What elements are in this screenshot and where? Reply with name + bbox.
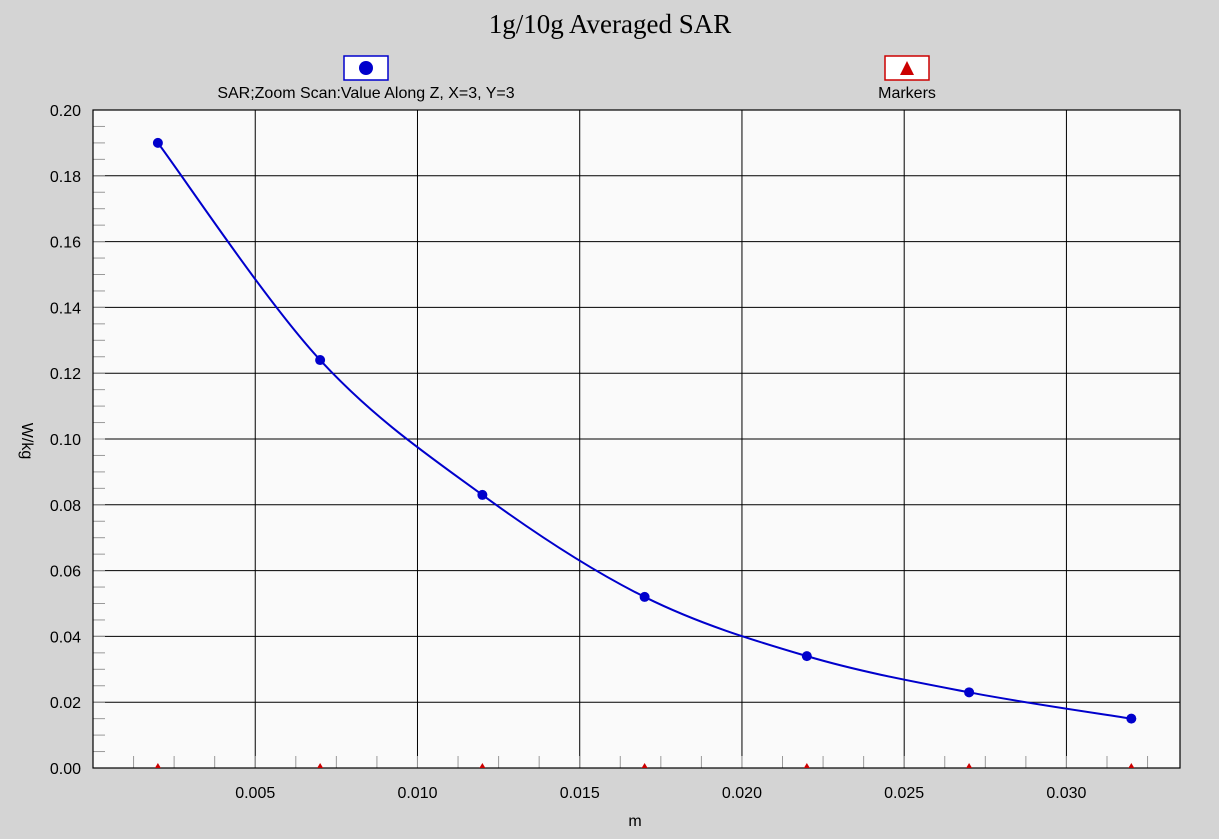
plot-area: 0.005 0.010 0.015 0.020 0.025 0.030 0.00 0.02 0.…	[50, 103, 1181, 802]
data-point-sar	[964, 687, 975, 698]
y-tick-label: 0.12	[50, 366, 81, 383]
legend-series-label: SAR;Zoom Scan:Value Along Z, X=3, Y=3	[217, 85, 514, 102]
marker-triangle	[966, 763, 973, 768]
x-tick-label: 0.005	[235, 785, 275, 802]
x-tick-label: 0.025	[884, 785, 924, 802]
y-tick-label: 0.14	[50, 300, 81, 317]
x-axis-label: m	[628, 813, 641, 830]
y-tick-label: 0.18	[50, 169, 81, 186]
x-tick-label: 0.010	[397, 785, 437, 802]
y-tick-label: 0.04	[50, 629, 81, 646]
data-point-sar	[639, 591, 650, 602]
legend-circle-icon	[359, 61, 373, 75]
legend-triangle-icon	[900, 61, 914, 75]
y-tick-label: 0.08	[50, 498, 81, 515]
marker-triangle	[154, 763, 161, 768]
data-point-sar	[152, 137, 163, 148]
x-tick-label: 0.030	[1046, 785, 1086, 802]
data-point-sar	[801, 651, 812, 662]
marker-triangle	[803, 763, 810, 768]
x-tick-label: 0.015	[560, 785, 600, 802]
y-tick-label: 0.06	[50, 564, 81, 581]
x-tick-label: 0.020	[722, 785, 762, 802]
plot-frame	[92, 109, 1181, 769]
y-tick-label: 0.10	[50, 432, 81, 449]
marker-triangle	[317, 763, 324, 768]
marker-triangle	[1128, 763, 1135, 768]
data-point-sar	[315, 355, 326, 366]
chart-title: 1g/10g Averaged SAR	[489, 9, 731, 39]
data-point-sar	[1126, 713, 1137, 724]
y-tick-label: 0.20	[50, 103, 81, 120]
marker-triangle	[479, 763, 486, 768]
marker-triangle	[641, 763, 648, 768]
y-axis-label: W/kg	[18, 423, 35, 459]
y-tick-label: 0.16	[50, 235, 81, 252]
legend-markers-label: Markers	[878, 85, 936, 102]
legend-series-swatch-box	[343, 55, 389, 81]
data-point-sar	[477, 489, 488, 500]
y-tick-label: 0.02	[50, 695, 81, 712]
y-tick-label: 0.00	[50, 761, 81, 778]
